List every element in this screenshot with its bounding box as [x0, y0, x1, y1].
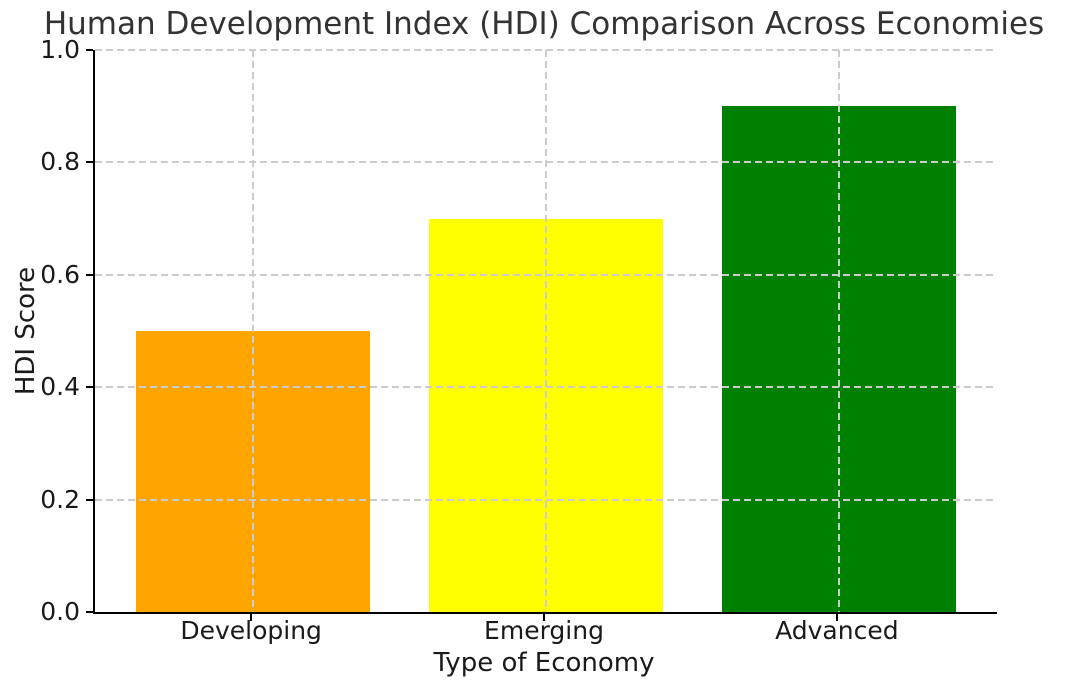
y-tick-label: 0.0: [40, 597, 80, 626]
x-tick-label: Emerging: [484, 616, 604, 645]
y-tick-mark: [86, 498, 93, 501]
y-tick-label: 0.6: [40, 259, 80, 289]
y-tick-mark: [86, 611, 93, 613]
y-tick-mark: [86, 49, 93, 51]
y-tick-mark: [86, 161, 93, 164]
plot-area: [93, 49, 997, 614]
y-tick-label: 1.0: [40, 35, 80, 64]
x-tick-mark: [250, 614, 253, 621]
y-tick-label: 0.4: [40, 372, 80, 402]
gridline-vertical: [837, 50, 840, 612]
x-tick-mark: [543, 614, 545, 621]
y-tick-mark: [86, 386, 93, 389]
y-tick-label: 0.2: [40, 484, 80, 514]
x-axis-label: Type of Economy: [433, 648, 655, 678]
x-tick-mark: [835, 614, 838, 621]
y-tick-label: 0.8: [40, 147, 80, 177]
gridline-vertical: [252, 50, 255, 612]
chart-title: Human Development Index (HDI) Comparison…: [43, 6, 1045, 42]
x-tick-label: Developing: [180, 616, 322, 645]
y-tick-mark: [86, 273, 93, 276]
gridline-vertical: [545, 50, 547, 612]
x-tick-label: Advanced: [775, 616, 899, 645]
